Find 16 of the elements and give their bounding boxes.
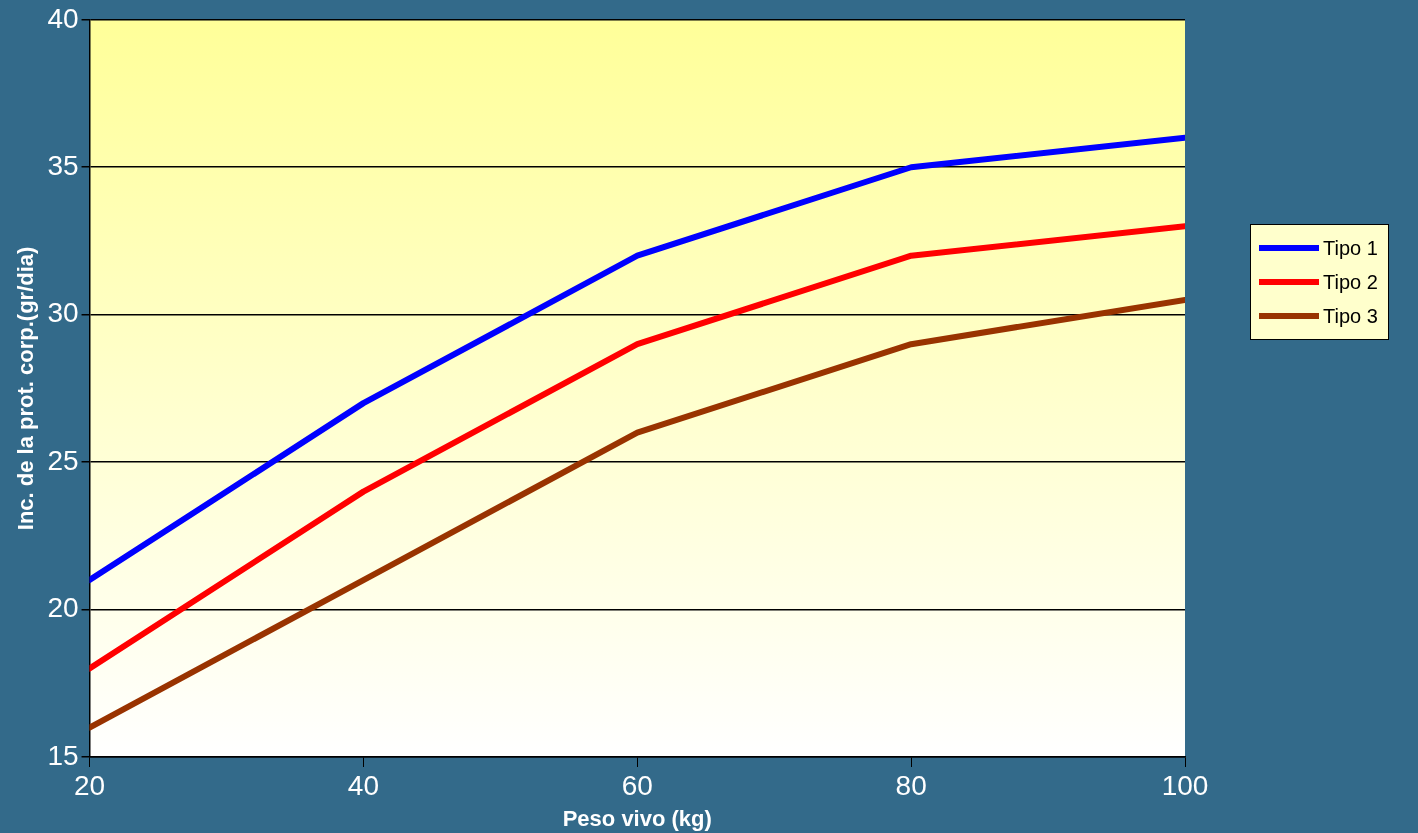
- y-tick-label: 30: [47, 297, 79, 329]
- x-tick-label: 40: [347, 769, 379, 801]
- legend-label: Tipo 3: [1323, 304, 1378, 328]
- x-tick-label: 80: [895, 769, 927, 801]
- y-tick-label: 15: [47, 739, 79, 771]
- legend-label: Tipo 1: [1323, 236, 1378, 260]
- x-tick-label: 60: [621, 769, 653, 801]
- legend-label: Tipo 2: [1323, 270, 1378, 294]
- y-tick-label: 20: [47, 592, 79, 624]
- x-tick-label: 20: [73, 769, 106, 801]
- y-tick-label: 25: [47, 444, 79, 476]
- x-axis-title: Peso vivo (kg): [562, 805, 712, 831]
- y-tick-label: 40: [47, 2, 79, 34]
- x-tick-label: 100: [1161, 769, 1209, 801]
- y-axis-title: Inc. de la prot. corp.(gr/dia): [13, 246, 39, 531]
- y-tick-label: 35: [47, 149, 79, 181]
